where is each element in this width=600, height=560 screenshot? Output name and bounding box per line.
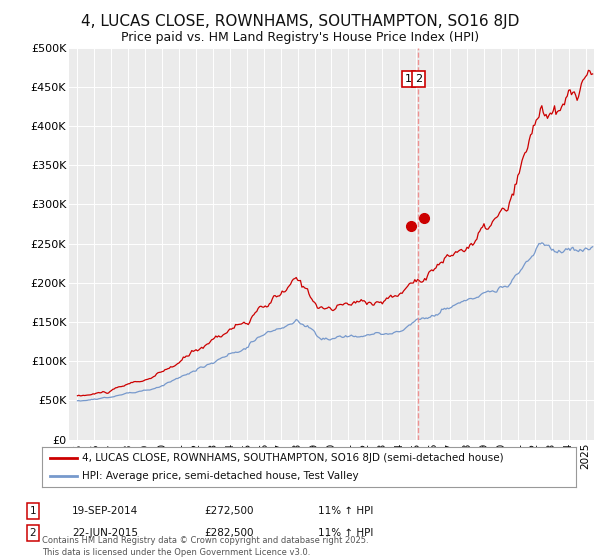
Text: HPI: Average price, semi-detached house, Test Valley: HPI: Average price, semi-detached house,… [82, 472, 359, 481]
Text: 2: 2 [29, 528, 37, 538]
Text: 4, LUCAS CLOSE, ROWNHAMS, SOUTHAMPTON, SO16 8JD: 4, LUCAS CLOSE, ROWNHAMS, SOUTHAMPTON, S… [81, 14, 519, 29]
Text: 11% ↑ HPI: 11% ↑ HPI [318, 506, 373, 516]
Text: 1: 1 [29, 506, 37, 516]
Text: 11% ↑ HPI: 11% ↑ HPI [318, 528, 373, 538]
Point [46, 473, 53, 480]
Text: 19-SEP-2014: 19-SEP-2014 [72, 506, 138, 516]
Text: Price paid vs. HM Land Registry's House Price Index (HPI): Price paid vs. HM Land Registry's House … [121, 31, 479, 44]
Text: £272,500: £272,500 [204, 506, 254, 516]
Point [46, 454, 53, 461]
Text: 4, LUCAS CLOSE, ROWNHAMS, SOUTHAMPTON, SO16 8JD (semi-detached house): 4, LUCAS CLOSE, ROWNHAMS, SOUTHAMPTON, S… [82, 453, 503, 463]
Text: 1: 1 [405, 74, 412, 84]
Text: £282,500: £282,500 [204, 528, 254, 538]
Text: 2: 2 [415, 74, 422, 84]
Point [73, 473, 80, 480]
Text: 22-JUN-2015: 22-JUN-2015 [72, 528, 138, 538]
Text: Contains HM Land Registry data © Crown copyright and database right 2025.
This d: Contains HM Land Registry data © Crown c… [42, 536, 368, 557]
Point [73, 454, 80, 461]
